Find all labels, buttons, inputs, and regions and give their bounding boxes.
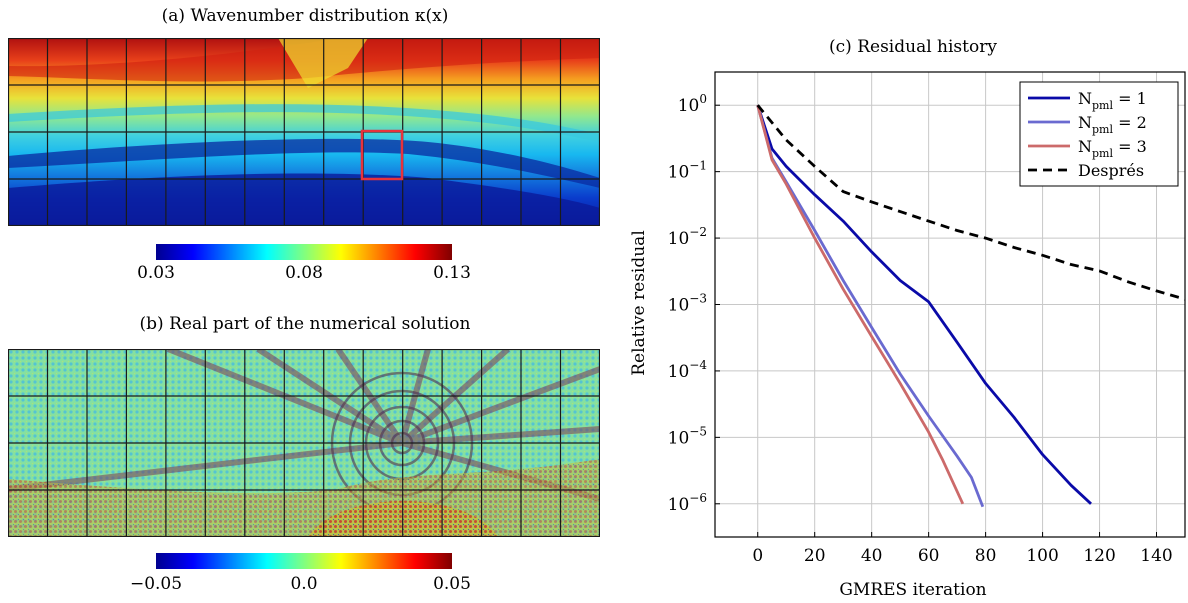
x-tick-label: 0 xyxy=(752,546,763,566)
legend-label: Després xyxy=(1078,161,1144,180)
x-axis-label: GMRES iteration xyxy=(839,580,986,600)
chart-ticks: 0 20 40 60 80 100 120 140 100 10−1 10−2 10−3 10−4 10−… xyxy=(668,92,1173,566)
chart-title: (c) Residual history xyxy=(829,37,997,57)
x-tick-label: 60 xyxy=(918,546,940,566)
y-tick-label: 10−6 xyxy=(668,491,707,515)
colorbar-b-min: −0.05 xyxy=(129,574,183,594)
x-tick-label: 80 xyxy=(975,546,997,566)
colorbar-a-min: 0.03 xyxy=(137,263,175,283)
y-tick-label: 10−1 xyxy=(668,159,707,183)
y-tick-label: 10−5 xyxy=(668,424,707,448)
wavenumber-map xyxy=(8,38,600,226)
colorbar-b xyxy=(156,553,452,569)
x-tick-label: 40 xyxy=(861,546,883,566)
x-tick-label: 20 xyxy=(804,546,826,566)
x-tick-label: 120 xyxy=(1083,546,1115,566)
panel-b-caption: (b) Real part of the numerical solution xyxy=(139,314,471,334)
residual-chart: (c) Residual history GMRES iteration Rel… xyxy=(629,37,1186,600)
y-tick-label: 100 xyxy=(678,92,707,116)
colorbar-a xyxy=(156,244,452,260)
series-line-3 xyxy=(756,104,965,505)
highlight-box xyxy=(360,129,404,181)
y-tick-label: 10−4 xyxy=(668,358,708,382)
plot-frame xyxy=(714,71,1186,538)
series-line-2 xyxy=(756,104,985,508)
y-tick-label: 10−3 xyxy=(668,292,707,316)
series-line-4 xyxy=(756,104,1186,301)
y-tick-label: 10−2 xyxy=(668,225,707,249)
panel-a-caption: (a) Wavenumber distribution κ(x) xyxy=(161,6,449,26)
subdomain-grid-b xyxy=(8,349,600,537)
colorbar-b-mid: 0.0 xyxy=(290,574,318,594)
x-tick-label: 140 xyxy=(1140,546,1172,566)
y-axis-label: Relative residual xyxy=(629,230,649,376)
colorbar-a-mid: 0.08 xyxy=(285,263,323,283)
solution-map xyxy=(8,349,600,537)
chart-series xyxy=(756,104,1186,508)
series-line-1 xyxy=(756,104,1092,505)
colorbar-b-max: 0.05 xyxy=(433,574,471,594)
colorbar-a-max: 0.13 xyxy=(433,263,471,283)
x-tick-label: 100 xyxy=(1026,546,1058,566)
